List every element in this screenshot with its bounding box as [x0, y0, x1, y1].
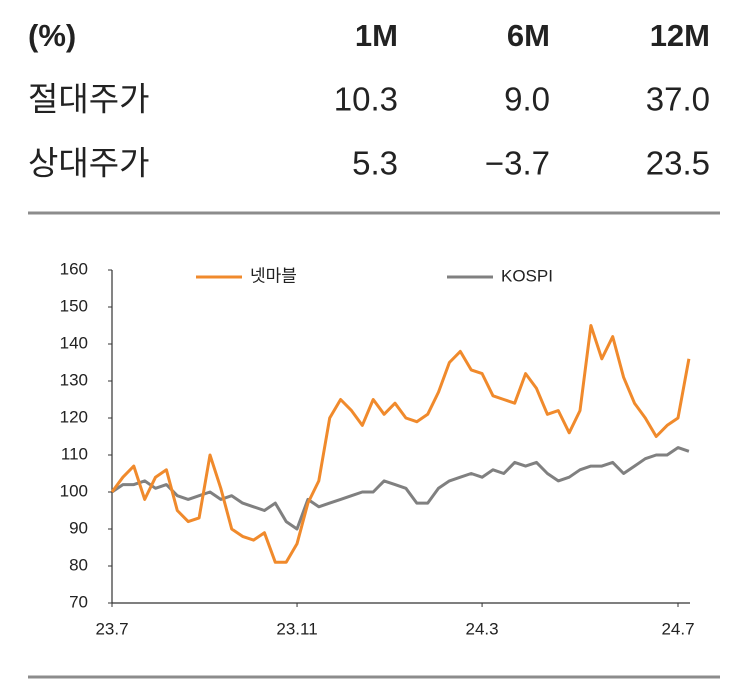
legend-label: 넷마블: [250, 266, 297, 285]
y-tick-label: 90: [69, 518, 88, 537]
x-tick-label: 23.11: [276, 619, 317, 638]
table-cell: 10.3: [334, 81, 398, 118]
table-cell: −3.7: [485, 145, 550, 182]
x-tick-label: 23.7: [95, 619, 128, 638]
y-tick-label: 160: [60, 259, 88, 278]
table-header: (%): [28, 18, 76, 53]
table-cell: 5.3: [352, 145, 398, 182]
table-header: 1M: [355, 18, 398, 53]
x-tick-label: 24.3: [466, 619, 499, 638]
y-tick-label: 70: [69, 592, 88, 611]
y-tick-label: 130: [60, 370, 88, 389]
line-series: [110, 324, 691, 564]
y-tick-label: 120: [60, 407, 88, 426]
y-tick-label: 80: [69, 555, 88, 574]
y-tick-label: 140: [60, 333, 88, 352]
y-tick-label: 150: [60, 296, 88, 315]
table-cell: 절대주가: [28, 81, 149, 118]
y-tick-label: 100: [60, 481, 88, 500]
table-header: 6M: [507, 18, 550, 53]
table-cell: 9.0: [504, 81, 550, 118]
table-cell: 상대주가: [28, 145, 149, 182]
x-tick-label: 24.7: [661, 619, 694, 638]
line-series: [111, 446, 690, 531]
table-cell: 37.0: [646, 81, 710, 118]
legend-label: KOSPI: [501, 266, 553, 285]
y-tick-label: 110: [61, 444, 88, 463]
table-header: 12M: [650, 18, 710, 53]
table-cell: 23.5: [646, 145, 710, 182]
